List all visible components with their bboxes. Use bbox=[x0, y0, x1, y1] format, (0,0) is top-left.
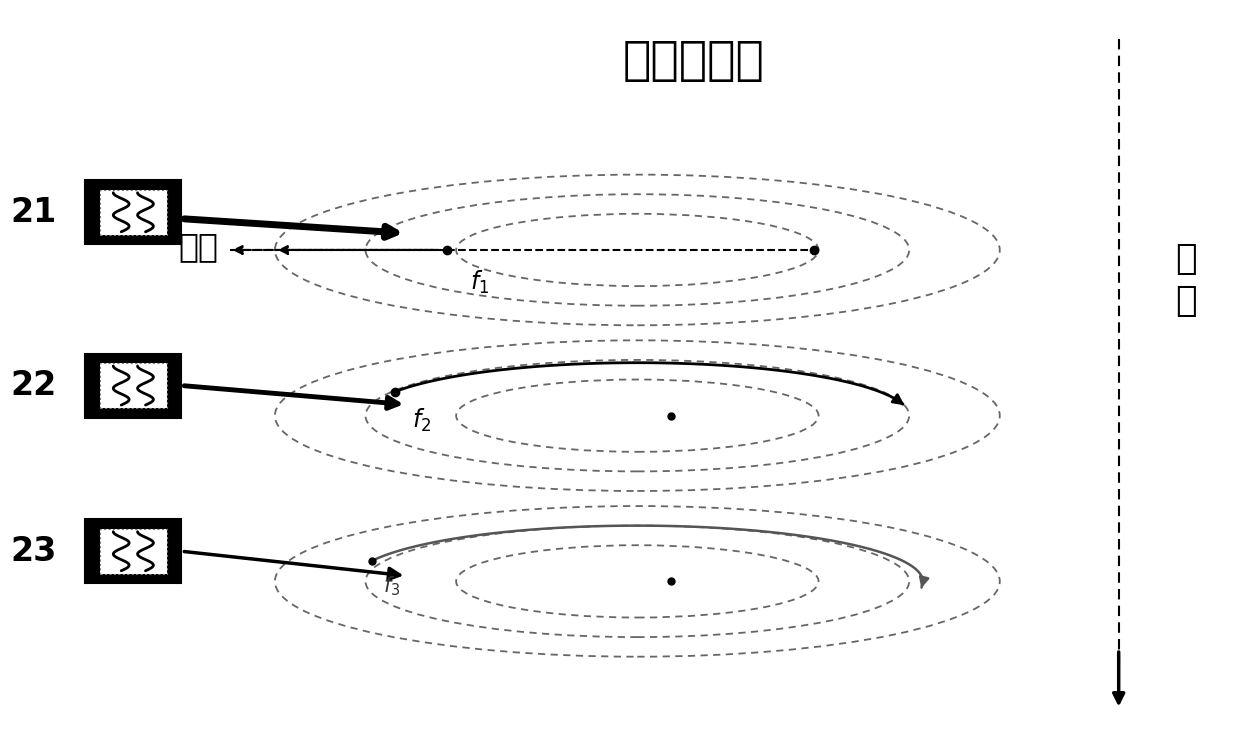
Text: $f_1$: $f_1$ bbox=[470, 269, 489, 296]
Bar bbox=[99, 190, 167, 234]
Bar bbox=[99, 363, 167, 408]
Bar bbox=[85, 354, 181, 417]
Text: $f_2$: $f_2$ bbox=[413, 407, 431, 434]
Text: 22: 22 bbox=[11, 369, 57, 402]
Bar bbox=[85, 519, 181, 583]
Bar bbox=[99, 529, 167, 574]
Text: $f_3$: $f_3$ bbox=[383, 575, 400, 598]
Text: 23: 23 bbox=[10, 534, 57, 568]
Bar bbox=[85, 180, 181, 244]
Text: 频率: 频率 bbox=[178, 230, 218, 262]
Text: 21: 21 bbox=[11, 196, 57, 229]
Bar bbox=[99, 190, 167, 234]
Bar bbox=[99, 363, 167, 408]
Text: 时
间: 时 间 bbox=[1176, 242, 1197, 318]
Bar bbox=[99, 529, 167, 574]
Text: 环形谐振腔: 环形谐振腔 bbox=[623, 39, 764, 84]
